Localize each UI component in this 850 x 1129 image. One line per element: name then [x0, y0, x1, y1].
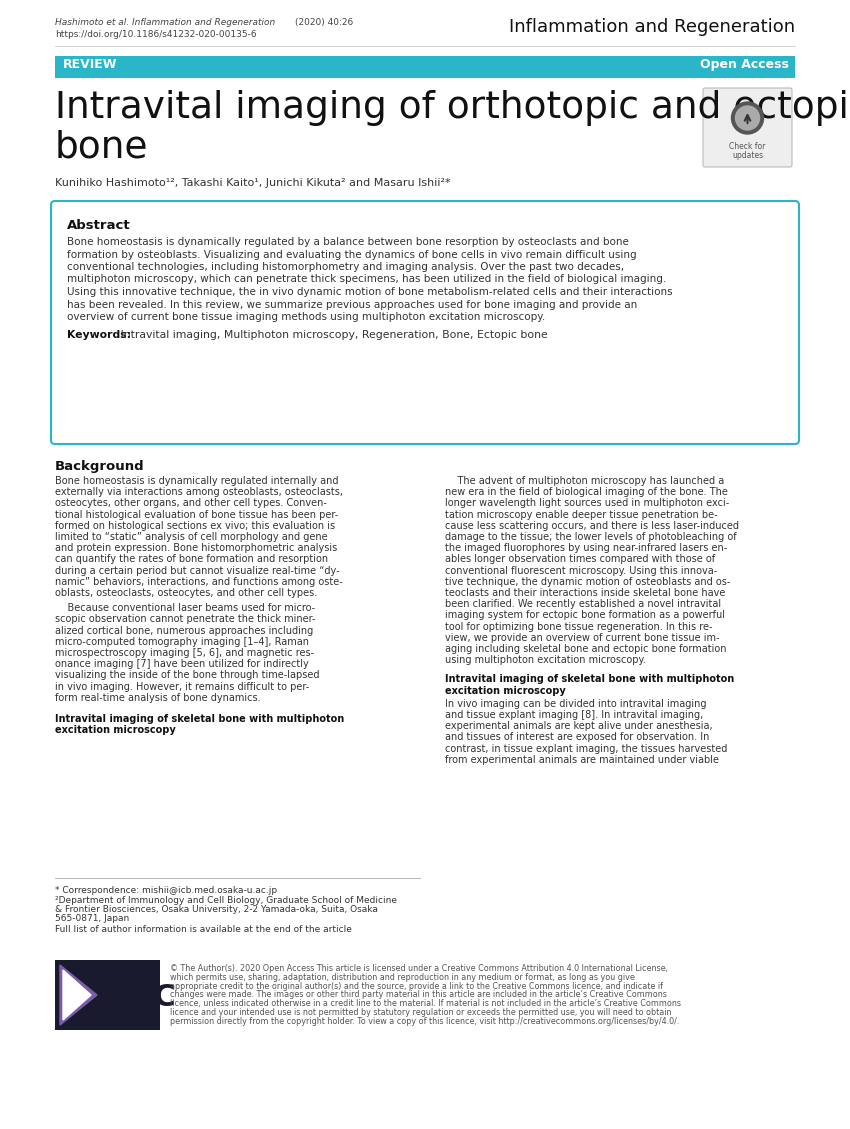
- Text: has been revealed. In this review, we summarize previous approaches used for bon: has been revealed. In this review, we su…: [67, 299, 638, 309]
- Text: Inflammation and Regeneration: Inflammation and Regeneration: [509, 18, 795, 36]
- Text: in vivo imaging. However, it remains difficult to per-: in vivo imaging. However, it remains dif…: [55, 682, 309, 692]
- Text: In vivo imaging can be divided into intravital imaging: In vivo imaging can be divided into intr…: [445, 699, 706, 709]
- Text: Intravital imaging of orthotopic and ectopic: Intravital imaging of orthotopic and ect…: [55, 90, 850, 126]
- Text: & Frontier Biosciences, Osaka University, 2-2 Yamada-oka, Suita, Osaka: & Frontier Biosciences, Osaka University…: [55, 905, 378, 914]
- Text: multiphoton microscopy, which can penetrate thick specimens, has been utilized i: multiphoton microscopy, which can penetr…: [67, 274, 666, 285]
- Text: micro-computed tomography imaging [1–4], Raman: micro-computed tomography imaging [1–4],…: [55, 637, 309, 647]
- Text: (2020) 40:26: (2020) 40:26: [295, 18, 354, 27]
- Text: Intravital imaging of skeletal bone with multiphoton: Intravital imaging of skeletal bone with…: [55, 714, 344, 724]
- Text: Hashimoto et al. Inflammation and Regeneration: Hashimoto et al. Inflammation and Regene…: [55, 18, 275, 27]
- Text: https://doi.org/10.1186/s41232-020-00135-6: https://doi.org/10.1186/s41232-020-00135…: [55, 30, 257, 40]
- Text: aging including skeletal bone and ectopic bone formation: aging including skeletal bone and ectopi…: [445, 644, 727, 654]
- Text: cause less scattering occurs, and there is less laser-induced: cause less scattering occurs, and there …: [445, 520, 739, 531]
- Text: tation microscopy enable deeper tissue penetration be-: tation microscopy enable deeper tissue p…: [445, 509, 717, 519]
- Text: BMC: BMC: [100, 983, 176, 1012]
- Bar: [55, 960, 160, 1030]
- Text: form real-time analysis of bone dynamics.: form real-time analysis of bone dynamics…: [55, 693, 261, 702]
- Text: Abstract: Abstract: [67, 219, 131, 231]
- Text: externally via interactions among osteoblasts, osteoclasts,: externally via interactions among osteob…: [55, 488, 343, 497]
- Text: new era in the field of biological imaging of the bone. The: new era in the field of biological imagi…: [445, 488, 728, 497]
- Text: licence and your intended use is not permitted by statutory regulation or exceed: licence and your intended use is not per…: [170, 1008, 672, 1017]
- Text: been clarified. We recently established a novel intravital: been clarified. We recently established …: [445, 599, 721, 610]
- Text: excitation microscopy: excitation microscopy: [445, 685, 566, 695]
- Circle shape: [732, 102, 763, 134]
- Text: changes were made. The images or other third party material in this article are : changes were made. The images or other t…: [170, 990, 667, 999]
- Bar: [55, 56, 795, 78]
- Text: Background: Background: [55, 460, 144, 473]
- Text: Intravital imaging of skeletal bone with multiphoton: Intravital imaging of skeletal bone with…: [445, 674, 734, 684]
- Text: and tissues of interest are exposed for observation. In: and tissues of interest are exposed for …: [445, 733, 710, 743]
- Text: and protein expression. Bone histomorphometric analysis: and protein expression. Bone histomorpho…: [55, 543, 337, 553]
- Text: Because conventional laser beams used for micro-: Because conventional laser beams used fo…: [55, 603, 315, 613]
- Text: scopic observation cannot penetrate the thick miner-: scopic observation cannot penetrate the …: [55, 614, 315, 624]
- Text: and tissue explant imaging [8]. In intravital imaging,: and tissue explant imaging [8]. In intra…: [445, 710, 703, 720]
- Text: conventional technologies, including histomorphometry and imaging analysis. Over: conventional technologies, including his…: [67, 262, 624, 272]
- Polygon shape: [63, 970, 91, 1019]
- Text: view, we provide an overview of current bone tissue im-: view, we provide an overview of current …: [445, 632, 719, 642]
- Text: Bone homeostasis is dynamically regulated by a balance between bone resorption b: Bone homeostasis is dynamically regulate…: [67, 237, 629, 247]
- Text: appropriate credit to the original author(s) and the source, provide a link to t: appropriate credit to the original autho…: [170, 981, 663, 990]
- Text: teoclasts and their interactions inside skeletal bone have: teoclasts and their interactions inside …: [445, 588, 725, 598]
- Text: © The Author(s). 2020 Open Access This article is licensed under a Creative Comm: © The Author(s). 2020 Open Access This a…: [170, 964, 668, 973]
- Text: can quantify the rates of bone formation and resorption: can quantify the rates of bone formation…: [55, 554, 328, 564]
- Text: longer wavelength light sources used in multiphoton exci-: longer wavelength light sources used in …: [445, 498, 729, 508]
- Text: Using this innovative technique, the in vivo dynamic motion of bone metabolism-r: Using this innovative technique, the in …: [67, 287, 672, 297]
- Text: 565-0871, Japan: 565-0871, Japan: [55, 914, 129, 924]
- Text: overview of current bone tissue imaging methods using multiphoton excitation mic: overview of current bone tissue imaging …: [67, 312, 545, 322]
- Text: from experimental animals are maintained under viable: from experimental animals are maintained…: [445, 755, 719, 764]
- Text: Full list of author information is available at the end of the article: Full list of author information is avail…: [55, 925, 352, 934]
- Text: Kunihiko Hashimoto¹², Takashi Kaito¹, Junichi Kikuta² and Masaru Ishii²*: Kunihiko Hashimoto¹², Takashi Kaito¹, Ju…: [55, 178, 450, 189]
- Text: during a certain period but cannot visualize real-time “dy-: during a certain period but cannot visua…: [55, 566, 340, 576]
- Text: the imaged fluorophores by using near-infrared lasers en-: the imaged fluorophores by using near-in…: [445, 543, 728, 553]
- Text: updates: updates: [732, 151, 763, 160]
- Text: Bone homeostasis is dynamically regulated internally and: Bone homeostasis is dynamically regulate…: [55, 476, 338, 485]
- Text: alized cortical bone, numerous approaches including: alized cortical bone, numerous approache…: [55, 625, 314, 636]
- Text: experimental animals are kept alive under anesthesia,: experimental animals are kept alive unde…: [445, 721, 712, 732]
- Text: Intravital imaging, Multiphoton microscopy, Regeneration, Bone, Ectopic bone: Intravital imaging, Multiphoton microsco…: [117, 331, 547, 341]
- Circle shape: [735, 106, 760, 130]
- Text: contrast, in tissue explant imaging, the tissues harvested: contrast, in tissue explant imaging, the…: [445, 744, 728, 753]
- Text: imaging system for ectopic bone formation as a powerful: imaging system for ectopic bone formatio…: [445, 611, 725, 621]
- Text: namic” behaviors, interactions, and functions among oste-: namic” behaviors, interactions, and func…: [55, 577, 343, 587]
- Text: excitation microscopy: excitation microscopy: [55, 725, 176, 735]
- Text: damage to the tissue; the lower levels of photobleaching of: damage to the tissue; the lower levels o…: [445, 532, 737, 542]
- Text: Check for: Check for: [729, 142, 766, 151]
- Text: visualizing the inside of the bone through time-lapsed: visualizing the inside of the bone throu…: [55, 671, 320, 681]
- Text: onance imaging [7] have been utilized for indirectly: onance imaging [7] have been utilized fo…: [55, 659, 309, 669]
- FancyBboxPatch shape: [703, 88, 792, 167]
- Text: REVIEW: REVIEW: [63, 58, 117, 71]
- Text: tive technique, the dynamic motion of osteoblasts and os-: tive technique, the dynamic motion of os…: [445, 577, 730, 587]
- FancyBboxPatch shape: [51, 201, 799, 444]
- Text: The advent of multiphoton microscopy has launched a: The advent of multiphoton microscopy has…: [445, 476, 724, 485]
- Text: * Correspondence: mishii@icb.med.osaka-u.ac.jp: * Correspondence: mishii@icb.med.osaka-u…: [55, 886, 277, 895]
- Text: Keywords:: Keywords:: [67, 331, 131, 341]
- Text: limited to “static” analysis of cell morphology and gene: limited to “static” analysis of cell mor…: [55, 532, 327, 542]
- Text: licence, unless indicated otherwise in a credit line to the material. If materia: licence, unless indicated otherwise in a…: [170, 999, 681, 1008]
- Text: bone: bone: [55, 130, 149, 166]
- Polygon shape: [60, 965, 97, 1025]
- Text: which permits use, sharing, adaptation, distribution and reproduction in any med: which permits use, sharing, adaptation, …: [170, 973, 635, 982]
- Text: osteocytes, other organs, and other cell types. Conven-: osteocytes, other organs, and other cell…: [55, 498, 327, 508]
- Text: Open Access: Open Access: [700, 58, 789, 71]
- Text: oblasts, osteoclasts, osteocytes, and other cell types.: oblasts, osteoclasts, osteocytes, and ot…: [55, 588, 317, 598]
- Text: tional histological evaluation of bone tissue has been per-: tional histological evaluation of bone t…: [55, 509, 338, 519]
- Text: using multiphoton excitation microscopy.: using multiphoton excitation microscopy.: [445, 655, 646, 665]
- Text: permission directly from the copyright holder. To view a copy of this licence, v: permission directly from the copyright h…: [170, 1017, 679, 1026]
- Text: tool for optimizing bone tissue regeneration. In this re-: tool for optimizing bone tissue regenera…: [445, 622, 712, 631]
- Text: ²Department of Immunology and Cell Biology, Graduate School of Medicine: ²Department of Immunology and Cell Biolo…: [55, 896, 397, 905]
- Text: ables longer observation times compared with those of: ables longer observation times compared …: [445, 554, 715, 564]
- Text: microspectroscopy imaging [5, 6], and magnetic res-: microspectroscopy imaging [5, 6], and ma…: [55, 648, 314, 658]
- Text: formation by osteoblasts. Visualizing and evaluating the dynamics of bone cells : formation by osteoblasts. Visualizing an…: [67, 250, 637, 260]
- Text: conventional fluorescent microscopy. Using this innova-: conventional fluorescent microscopy. Usi…: [445, 566, 717, 576]
- Text: formed on histological sections ex vivo; this evaluation is: formed on histological sections ex vivo;…: [55, 520, 335, 531]
